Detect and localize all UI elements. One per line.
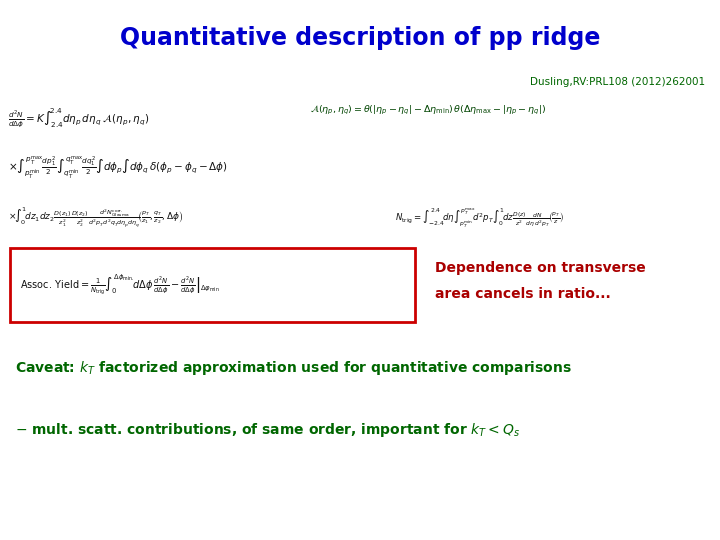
Text: Dusling,RV:PRL108 (2012)262001: Dusling,RV:PRL108 (2012)262001: [530, 77, 705, 87]
Text: $\times\int_{p_T^{\mathrm{min}}}^{p_T^{\mathrm{max}}} \frac{dp_1^2}{2} \int_{q_T: $\times\int_{p_T^{\mathrm{min}}}^{p_T^{\…: [8, 155, 228, 181]
Text: $\mathcal{A}(\eta_p,\eta_q) = \theta(|\eta_p - \eta_q| - \Delta\eta_{\mathrm{min: $\mathcal{A}(\eta_p,\eta_q) = \theta(|\e…: [310, 104, 546, 117]
Text: $\frac{d^2N}{d\Delta\phi} = K \int_{2.4}^{\!\!2.4} d\eta_p\, d\eta_q\; \mathcal{: $\frac{d^2N}{d\Delta\phi} = K \int_{2.4}…: [8, 106, 149, 130]
Text: $\times\!\int_0^1\! dz_1 dz_2 \frac{D(z_1)}{z_1^2}\frac{D(z_2)}{z_2^2} \frac{d^2: $\times\!\int_0^1\! dz_1 dz_2 \frac{D(z_…: [8, 206, 184, 230]
Text: Dependence on transverse: Dependence on transverse: [435, 261, 646, 275]
Text: $N_{\mathrm{trig}} = \int_{-2.4}^{2.4}\!d\eta\int_{p_T^{\mathrm{min}}}^{p_T^{\ma: $N_{\mathrm{trig}} = \int_{-2.4}^{2.4}\!…: [395, 206, 564, 230]
Text: Quantitative description of pp ridge: Quantitative description of pp ridge: [120, 26, 600, 50]
Text: Caveat: $k_T$ factorized approximation used for quantitative comparisons: Caveat: $k_T$ factorized approximation u…: [15, 359, 572, 377]
Bar: [10, 248, 415, 322]
Text: area cancels in ratio...: area cancels in ratio...: [435, 287, 611, 301]
Text: $-$ mult. scatt. contributions, of same order, important for $k_T < Q_s$: $-$ mult. scatt. contributions, of same …: [15, 421, 520, 439]
Text: $\mathrm{Assoc.\,Yield} = \frac{1}{N_{\mathrm{trig}}}\int_0^{\Delta\phi_{\mathrm: $\mathrm{Assoc.\,Yield} = \frac{1}{N_{\m…: [20, 273, 220, 297]
